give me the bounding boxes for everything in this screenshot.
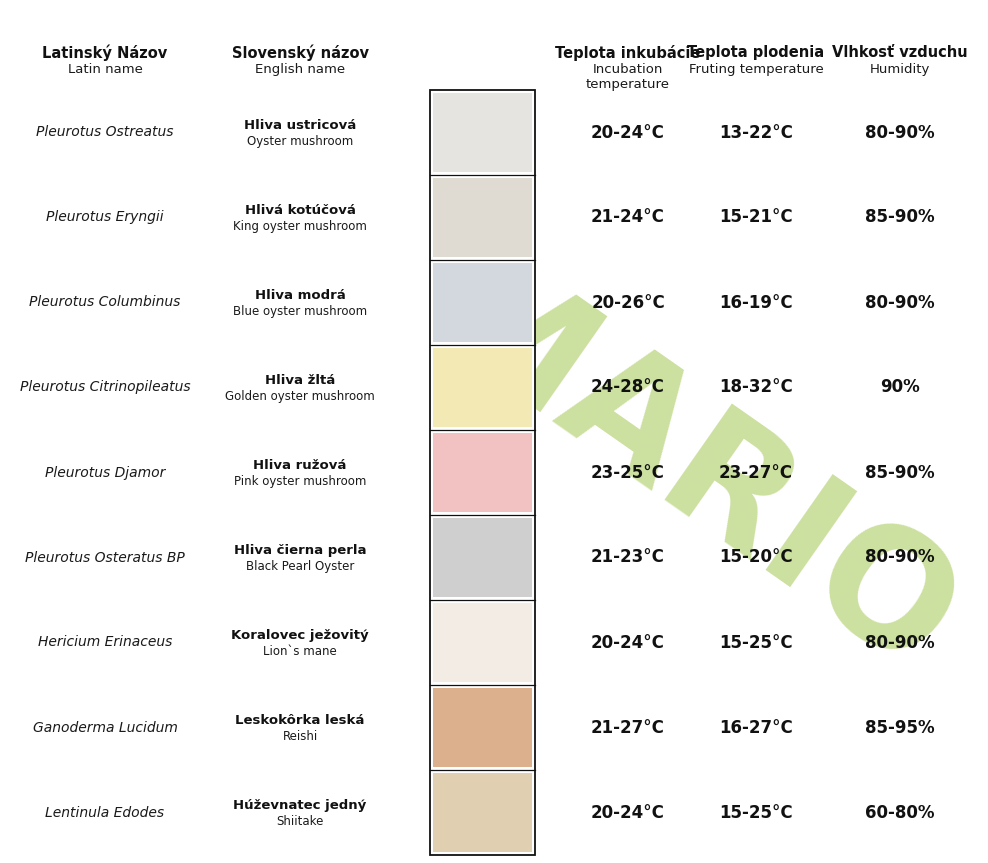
- Bar: [433, 348, 532, 427]
- Text: 80-90%: 80-90%: [865, 549, 935, 566]
- Text: 16-27°C: 16-27°C: [719, 719, 793, 736]
- Text: 60-80%: 60-80%: [865, 803, 935, 822]
- Text: Hericium Erinaceus: Hericium Erinaceus: [38, 635, 172, 650]
- Text: Hliva žltá: Hliva žltá: [265, 374, 335, 387]
- Bar: [433, 518, 532, 597]
- Text: 80-90%: 80-90%: [865, 293, 935, 312]
- Text: 21-27°C: 21-27°C: [591, 719, 665, 736]
- Text: Latinský Názov: Latinský Názov: [42, 45, 168, 61]
- Text: Lion`s mane: Lion`s mane: [263, 645, 337, 658]
- Bar: [433, 773, 532, 852]
- Text: 80-90%: 80-90%: [865, 633, 935, 652]
- Bar: [433, 688, 532, 767]
- Text: 20-24°C: 20-24°C: [591, 633, 665, 652]
- Text: 85-90%: 85-90%: [865, 209, 935, 226]
- Text: 85-90%: 85-90%: [865, 463, 935, 482]
- Text: 24-28°C: 24-28°C: [591, 379, 665, 396]
- Text: 16-19°C: 16-19°C: [719, 293, 792, 312]
- Bar: [433, 93, 532, 172]
- Text: Pleurotus Ostreatus: Pleurotus Ostreatus: [37, 125, 174, 140]
- Text: Húževnatec jedný: Húževnatec jedný: [233, 799, 367, 812]
- Text: Latin name: Latin name: [67, 63, 142, 76]
- Text: Hliva modrá: Hliva modrá: [255, 289, 346, 302]
- Text: Pleurotus Columbinus: Pleurotus Columbinus: [30, 295, 181, 310]
- Text: King oyster mushroom: King oyster mushroom: [233, 220, 367, 233]
- Text: Pleurotus Citrinopileatus: Pleurotus Citrinopileatus: [20, 381, 191, 394]
- Text: 20-24°C: 20-24°C: [591, 123, 665, 142]
- Text: Oyster mushroom: Oyster mushroom: [247, 135, 353, 148]
- Text: 15-21°C: 15-21°C: [719, 209, 792, 226]
- Text: 80-90%: 80-90%: [865, 123, 935, 142]
- Text: Pleurotus Osteratus BP: Pleurotus Osteratus BP: [25, 551, 185, 564]
- Text: Pink oyster mushroom: Pink oyster mushroom: [234, 475, 367, 488]
- Text: Slovenský názov: Slovenský názov: [231, 45, 369, 61]
- Text: Blue oyster mushroom: Blue oyster mushroom: [233, 305, 368, 318]
- Text: MARIO: MARIO: [399, 237, 980, 709]
- Text: Teplota plodenia: Teplota plodenia: [688, 45, 825, 60]
- Text: temperature: temperature: [586, 78, 670, 91]
- Text: Leskokôrka leská: Leskokôrka leská: [235, 714, 365, 727]
- Text: Incubation: Incubation: [593, 63, 663, 76]
- Text: 20-24°C: 20-24°C: [591, 803, 665, 822]
- Text: 15-25°C: 15-25°C: [719, 803, 792, 822]
- Text: English name: English name: [255, 63, 345, 76]
- Text: 15-25°C: 15-25°C: [719, 633, 792, 652]
- Text: Ganoderma Lucidum: Ganoderma Lucidum: [33, 721, 178, 734]
- Bar: [430, 90, 535, 855]
- Bar: [433, 433, 532, 512]
- Text: Pleurotus Eryngii: Pleurotus Eryngii: [46, 211, 164, 224]
- Text: Black Pearl Oyster: Black Pearl Oyster: [246, 560, 354, 573]
- Text: 15-20°C: 15-20°C: [719, 549, 792, 566]
- Text: 23-27°C: 23-27°C: [719, 463, 793, 482]
- Bar: [433, 178, 532, 257]
- Bar: [433, 603, 532, 682]
- Text: Hliva ustricová: Hliva ustricová: [244, 119, 356, 132]
- Text: 18-32°C: 18-32°C: [719, 379, 793, 396]
- Text: 21-23°C: 21-23°C: [591, 549, 665, 566]
- Text: Vlhkosť vzduchu: Vlhkosť vzduchu: [832, 45, 968, 60]
- Bar: [433, 263, 532, 342]
- Text: Golden oyster mushroom: Golden oyster mushroom: [225, 390, 374, 403]
- Text: Hliva čierna perla: Hliva čierna perla: [234, 544, 367, 557]
- Text: 21-24°C: 21-24°C: [591, 209, 665, 226]
- Text: Hlivá kotúčová: Hlivá kotúčová: [245, 204, 356, 217]
- Text: 23-25°C: 23-25°C: [591, 463, 665, 482]
- Text: 13-22°C: 13-22°C: [719, 123, 793, 142]
- Text: Humidity: Humidity: [869, 63, 930, 76]
- Text: Hliva ružová: Hliva ružová: [253, 459, 347, 472]
- Text: Fruting temperature: Fruting temperature: [689, 63, 823, 76]
- Text: 90%: 90%: [880, 379, 920, 396]
- Text: 85-95%: 85-95%: [865, 719, 935, 736]
- Text: Reishi: Reishi: [283, 730, 317, 743]
- Text: Pleurotus Djamor: Pleurotus Djamor: [44, 465, 165, 480]
- Text: Teplota inkubácie: Teplota inkubácie: [555, 45, 700, 61]
- Text: Koralovec ježovitý: Koralovec ježovitý: [231, 629, 369, 642]
- Text: Lentinula Edodes: Lentinula Edodes: [45, 805, 165, 820]
- Text: Shiitake: Shiitake: [277, 815, 324, 828]
- Text: 20-26°C: 20-26°C: [591, 293, 665, 312]
